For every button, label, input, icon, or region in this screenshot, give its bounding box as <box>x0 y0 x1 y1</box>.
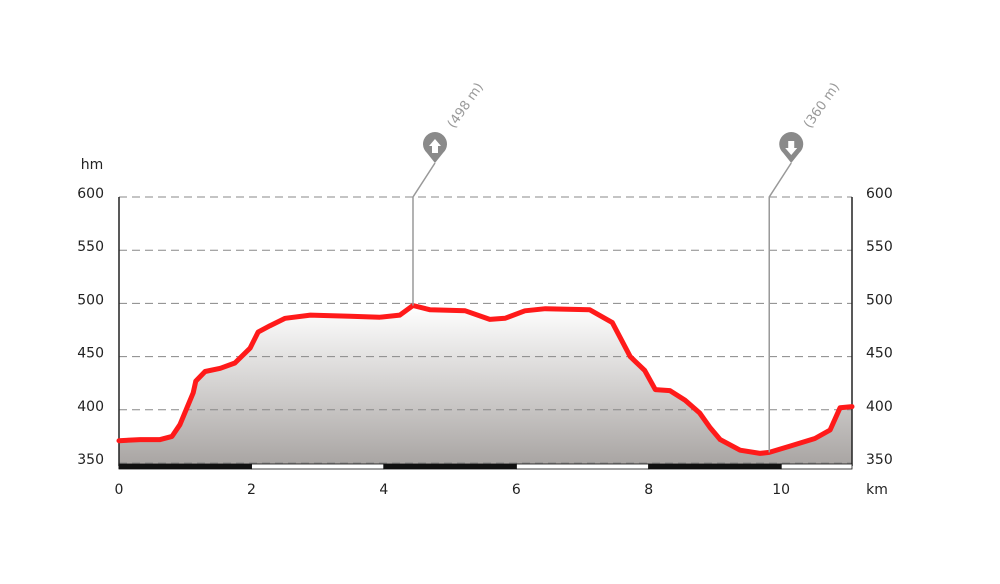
distance-bar <box>515 463 650 470</box>
distance-bar <box>648 463 782 470</box>
x-tick-label: 0 <box>115 482 124 498</box>
distance-bar <box>251 463 385 470</box>
elevation-line <box>116 303 855 456</box>
y-tick-label: 600 <box>77 186 104 202</box>
y2-tick-label: 600 <box>866 186 893 202</box>
y-tick-label: 450 <box>77 346 104 362</box>
area-fill <box>119 305 852 466</box>
y2-tick-label: 350 <box>866 452 893 468</box>
marker-line <box>768 162 792 453</box>
y-tick-label: 400 <box>77 399 104 415</box>
y2-tick-label: 500 <box>866 292 893 308</box>
y2-tick-label: 450 <box>866 346 893 362</box>
marker-line <box>412 162 436 306</box>
distance-bar <box>780 463 853 470</box>
x-tick-label: 6 <box>512 482 521 498</box>
marker-label: (360 m) <box>801 80 843 131</box>
y2-tick-label: 550 <box>866 239 893 255</box>
distance-bar <box>118 463 252 470</box>
x-tick-label: 8 <box>644 482 653 498</box>
y-tick-label: 550 <box>77 239 104 255</box>
x-tick-label: 10 <box>772 482 790 498</box>
distance-bar <box>383 463 517 470</box>
y2-tick-label: 400 <box>866 399 893 415</box>
marker-arrow <box>785 141 798 155</box>
y-axis-label: hm <box>81 157 104 173</box>
x-tick-label: 2 <box>247 482 256 498</box>
x-tick-label: 4 <box>379 482 388 498</box>
x-axis-label: km <box>866 482 888 498</box>
marker-arrow <box>428 139 441 153</box>
y-tick-label: 350 <box>77 452 104 468</box>
marker-label: (498 m) <box>445 80 487 131</box>
y-tick-label: 500 <box>77 292 104 308</box>
